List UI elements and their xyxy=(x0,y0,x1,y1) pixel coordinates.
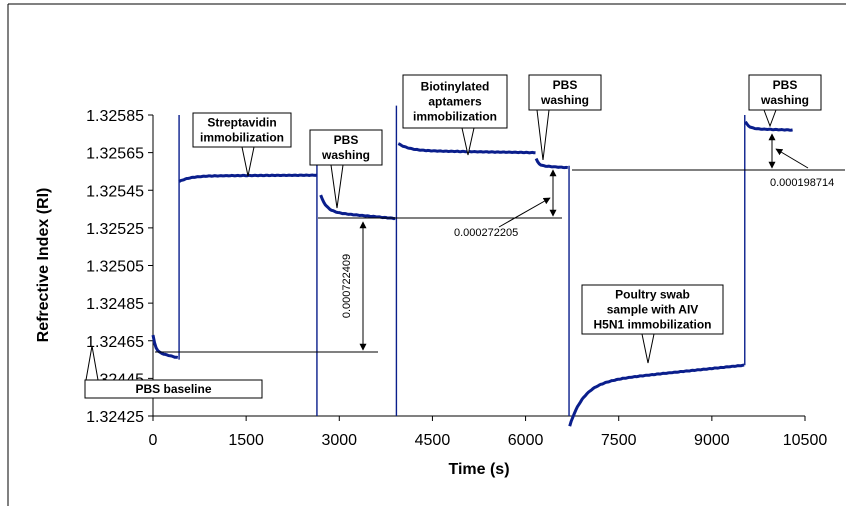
x-tick-label: 1500 xyxy=(228,432,264,449)
callout-pointer xyxy=(461,127,475,156)
callout-box xyxy=(402,74,508,129)
callout-label: PBS baseline xyxy=(135,382,211,396)
callout-label: aptamers xyxy=(428,95,482,109)
callout-label: washing xyxy=(540,93,589,107)
x-tick-label: 3000 xyxy=(321,432,357,449)
y-tick-label: 1.32565 xyxy=(86,146,144,163)
callout-label: PBS xyxy=(334,133,359,147)
y-axis-title: Refrective Index (RI) xyxy=(35,188,52,343)
callout-box xyxy=(309,129,383,166)
callout-pointer xyxy=(241,146,255,177)
x-tick-label: 9000 xyxy=(694,432,730,449)
data-segment-5 xyxy=(534,157,568,170)
callout-label: H5N1 immobilization xyxy=(593,318,711,332)
x-tick-label: 7500 xyxy=(601,432,637,449)
x-tick-label: 0 xyxy=(149,432,158,449)
callout-box xyxy=(528,74,602,111)
callout-label: PBS xyxy=(773,78,798,92)
y-tick-label: 1.32545 xyxy=(86,183,144,200)
difference-label: 0.000722409 xyxy=(341,254,353,318)
callout-label: Streptavidin xyxy=(207,116,276,130)
x-axis-ticks: 0 1500 3000 4500 6000 7500 9000 10500 xyxy=(149,416,828,449)
difference-label: 0.000272205 xyxy=(454,227,518,239)
callout-label: washing xyxy=(321,148,370,162)
y-tick-label: 1.32465 xyxy=(86,334,144,351)
callout-label: Poultry swab xyxy=(615,288,690,302)
x-tick-label: 6000 xyxy=(508,432,544,449)
y-tick-label: 1.32485 xyxy=(86,296,144,313)
callout-label: immobilization xyxy=(200,131,284,145)
callout-box xyxy=(748,74,822,111)
y-tick-label: 1.32525 xyxy=(86,221,144,238)
y-tick-label: 1.32585 xyxy=(86,108,144,125)
difference-markers: 0.000722409 0.000272205 0.000198714 xyxy=(155,133,845,353)
difference-pointer xyxy=(775,148,809,169)
difference-pointer xyxy=(498,197,551,228)
x-tick-label: 4500 xyxy=(415,432,451,449)
callout-box xyxy=(192,112,292,148)
callout-pointer xyxy=(85,345,99,381)
x-tick-label: 10500 xyxy=(783,432,828,449)
callout-pointer xyxy=(330,164,344,209)
callout-label: PBS xyxy=(553,78,578,92)
data-segment-1 xyxy=(151,334,179,359)
data-segment-3 xyxy=(319,194,396,221)
callout-label: Biotinylated xyxy=(421,80,490,94)
callout-pointer xyxy=(763,109,777,128)
data-segment-7 xyxy=(744,120,793,132)
y-axis-ticks: 1.324251.324451.324651.324851.325051.325… xyxy=(86,108,153,426)
callout-pointer xyxy=(536,109,550,161)
y-tick-label: 1.32425 xyxy=(86,409,144,426)
y-tick-label: 1.32505 xyxy=(86,259,144,276)
callout-label: immobilization xyxy=(413,110,497,124)
callout-1: PBS baseline xyxy=(84,345,263,399)
callout-label: washing xyxy=(760,93,809,107)
callout-pointer xyxy=(641,333,655,364)
difference-label: 0.000198714 xyxy=(770,177,834,189)
x-axis-title: Time (s) xyxy=(448,461,509,478)
callout-box xyxy=(84,379,263,399)
callout-label: sample with AIV xyxy=(607,303,699,317)
callout-box xyxy=(581,284,724,335)
data-segment-6 xyxy=(568,363,745,427)
